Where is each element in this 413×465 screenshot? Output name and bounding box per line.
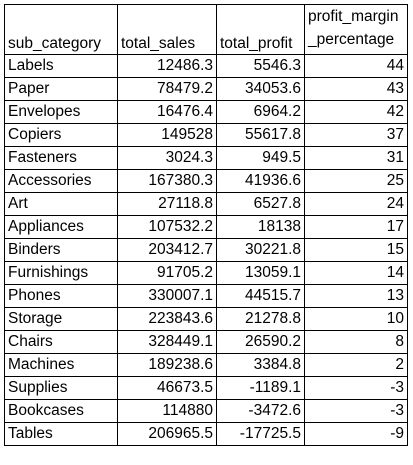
cell-sub-category: Appliances <box>4 215 118 239</box>
cell-total-sales: 27118.8 <box>117 192 217 216</box>
table-row: Tables 206965.5 -17725.5 -9 <box>4 422 408 446</box>
table-row: Envelopes 16476.4 6964.2 42 <box>4 100 408 124</box>
header-profit-margin-percentage: profit_margin _percentage <box>304 4 408 55</box>
cell-sub-category: Supplies <box>4 376 118 400</box>
cell-sub-category: Copiers <box>4 123 118 147</box>
cell-total-profit: 6964.2 <box>216 100 305 124</box>
cell-profit-margin-percentage: 15 <box>304 238 408 262</box>
cell-profit-margin-percentage: 25 <box>304 169 408 193</box>
table-row: Binders 203412.7 30221.8 15 <box>4 238 408 262</box>
cell-profit-margin-percentage: -3 <box>304 399 408 423</box>
cell-sub-category: Furnishings <box>4 261 118 285</box>
header-total-sales: total_sales <box>117 4 217 55</box>
cell-profit-margin-percentage: 42 <box>304 100 408 124</box>
cell-sub-category: Tables <box>4 422 118 446</box>
cell-sub-category: Chairs <box>4 330 118 354</box>
cell-total-sales: 189238.6 <box>117 353 217 377</box>
cell-profit-margin-percentage: 43 <box>304 77 408 101</box>
table-row: Phones 330007.1 44515.7 13 <box>4 284 408 308</box>
table-row: Supplies 46673.5 -1189.1 -3 <box>4 376 408 400</box>
cell-total-profit: -17725.5 <box>216 422 305 446</box>
table-row: Accessories 167380.3 41936.6 25 <box>4 169 408 193</box>
cell-total-sales: 91705.2 <box>117 261 217 285</box>
cell-profit-margin-percentage: -9 <box>304 422 408 446</box>
cell-profit-margin-percentage: 13 <box>304 284 408 308</box>
cell-sub-category: Paper <box>4 77 118 101</box>
cell-profit-margin-percentage: 2 <box>304 353 408 377</box>
cell-total-profit: 949.5 <box>216 146 305 170</box>
cell-total-profit: 5546.3 <box>216 54 305 78</box>
table-row: Furnishings 91705.2 13059.1 14 <box>4 261 408 285</box>
table-body: Labels 12486.3 5546.3 44 Paper 78479.2 34053.6… <box>4 54 408 446</box>
cell-total-sales: 223843.6 <box>117 307 217 331</box>
cell-sub-category: Storage <box>4 307 118 331</box>
cell-total-profit: 41936.6 <box>216 169 305 193</box>
cell-sub-category: Phones <box>4 284 118 308</box>
cell-total-sales: 206965.5 <box>117 422 217 446</box>
cell-profit-margin-percentage: 17 <box>304 215 408 239</box>
cell-total-sales: 107532.2 <box>117 215 217 239</box>
table-row: Chairs 328449.1 26590.2 8 <box>4 330 408 354</box>
cell-total-profit: 3384.8 <box>216 353 305 377</box>
cell-profit-margin-percentage: 10 <box>304 307 408 331</box>
cell-total-profit: 34053.6 <box>216 77 305 101</box>
cell-total-sales: 16476.4 <box>117 100 217 124</box>
cell-total-profit: 13059.1 <box>216 261 305 285</box>
cell-sub-category: Bookcases <box>4 399 118 423</box>
header-profit-margin-line-2: _percentage <box>308 30 395 48</box>
header-total-profit: total_profit <box>216 4 305 55</box>
cell-profit-margin-percentage: -3 <box>304 376 408 400</box>
cell-total-sales: 114880 <box>117 399 217 423</box>
cell-total-profit: 44515.7 <box>216 284 305 308</box>
cell-total-profit: -1189.1 <box>216 376 305 400</box>
cell-sub-category: Machines <box>4 353 118 377</box>
cell-total-sales: 78479.2 <box>117 77 217 101</box>
table-row: Paper 78479.2 34053.6 43 <box>4 77 408 101</box>
cell-sub-category: Fasteners <box>4 146 118 170</box>
table-header: sub_category total_sales total_profit pr… <box>4 4 408 55</box>
cell-total-profit: -3472.6 <box>216 399 305 423</box>
table-row: Storage 223843.6 21278.8 10 <box>4 307 408 331</box>
cell-total-sales: 328449.1 <box>117 330 217 354</box>
cell-profit-margin-percentage: 24 <box>304 192 408 216</box>
cell-profit-margin-percentage: 37 <box>304 123 408 147</box>
cell-sub-category: Binders <box>4 238 118 262</box>
header-sub-category: sub_category <box>4 4 118 55</box>
table-row: Bookcases 114880 -3472.6 -3 <box>4 399 408 423</box>
cell-total-profit: 55617.8 <box>216 123 305 147</box>
cell-total-sales: 46673.5 <box>117 376 217 400</box>
cell-total-sales: 167380.3 <box>117 169 217 193</box>
cell-profit-margin-percentage: 8 <box>304 330 408 354</box>
cell-total-profit: 26590.2 <box>216 330 305 354</box>
cell-sub-category: Art <box>4 192 118 216</box>
header-row: sub_category total_sales total_profit pr… <box>4 4 408 55</box>
cell-total-sales: 149528 <box>117 123 217 147</box>
cell-total-profit: 21278.8 <box>216 307 305 331</box>
data-table: sub_category total_sales total_profit pr… <box>4 4 408 446</box>
cell-total-sales: 3024.3 <box>117 146 217 170</box>
cell-sub-category: Labels <box>4 54 118 78</box>
table-row: Fasteners 3024.3 949.5 31 <box>4 146 408 170</box>
cell-sub-category: Accessories <box>4 169 118 193</box>
cell-total-profit: 6527.8 <box>216 192 305 216</box>
cell-profit-margin-percentage: 44 <box>304 54 408 78</box>
table-row: Appliances 107532.2 18138 17 <box>4 215 408 239</box>
cell-sub-category: Envelopes <box>4 100 118 124</box>
cell-total-profit: 30221.8 <box>216 238 305 262</box>
cell-total-sales: 12486.3 <box>117 54 217 78</box>
table-row: Machines 189238.6 3384.8 2 <box>4 353 408 377</box>
cell-total-profit: 18138 <box>216 215 305 239</box>
table-row: Labels 12486.3 5546.3 44 <box>4 54 408 78</box>
cell-profit-margin-percentage: 31 <box>304 146 408 170</box>
cell-profit-margin-percentage: 14 <box>304 261 408 285</box>
cell-total-sales: 203412.7 <box>117 238 217 262</box>
table-row: Copiers 149528 55617.8 37 <box>4 123 408 147</box>
cell-total-sales: 330007.1 <box>117 284 217 308</box>
header-profit-margin-line-1: profit_margin <box>308 8 399 26</box>
table-row: Art 27118.8 6527.8 24 <box>4 192 408 216</box>
